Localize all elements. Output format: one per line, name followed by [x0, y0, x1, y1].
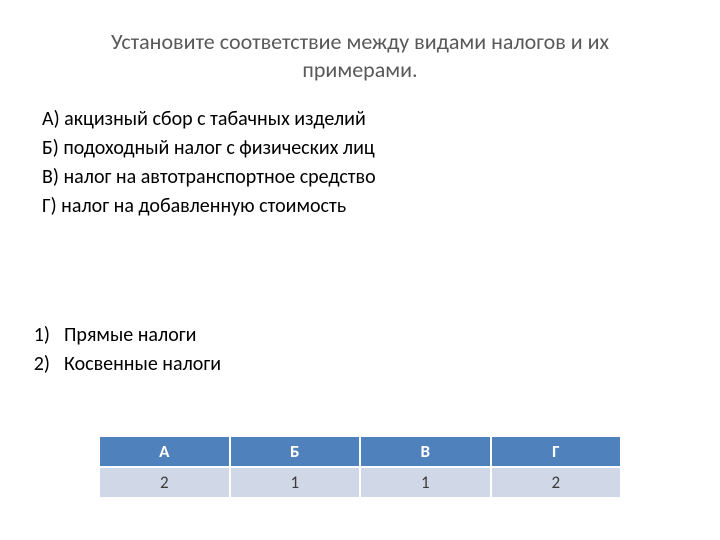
answer-table: А Б В Г 2 1 1 2 [98, 435, 622, 499]
example-item: В) налог на автотранспортное средство [42, 163, 720, 192]
table-cell: 2 [99, 467, 230, 498]
table-header-cell: В [360, 436, 491, 467]
table-row: 2 1 1 2 [99, 467, 621, 498]
categories-list: 1) Прямые налоги 2) Косвенные налоги [0, 221, 720, 379]
table-header-cell: Б [230, 436, 361, 467]
category-item: 1) Прямые налоги [24, 321, 720, 350]
table-cell: 1 [230, 467, 361, 498]
example-item: Б) подоходный налог с физических лиц [42, 134, 720, 163]
table-cell: 1 [360, 467, 491, 498]
table-cell: 2 [491, 467, 622, 498]
example-item: А) акцизный сбор с табачных изделий [42, 105, 720, 134]
examples-list: А) акцизный сбор с табачных изделий Б) п… [0, 83, 720, 221]
category-number: 1) [24, 321, 50, 350]
table-header-cell: А [99, 436, 230, 467]
table-header-row: А Б В Г [99, 436, 621, 467]
example-item: Г) налог на добавленную стоимость [42, 192, 720, 221]
category-text: Прямые налоги [64, 321, 197, 350]
category-number: 2) [24, 350, 50, 379]
category-text: Косвенные налоги [64, 350, 221, 379]
category-item: 2) Косвенные налоги [24, 350, 720, 379]
table-header-cell: Г [491, 436, 622, 467]
slide-title: Установите соответствие между видами нал… [0, 0, 720, 83]
